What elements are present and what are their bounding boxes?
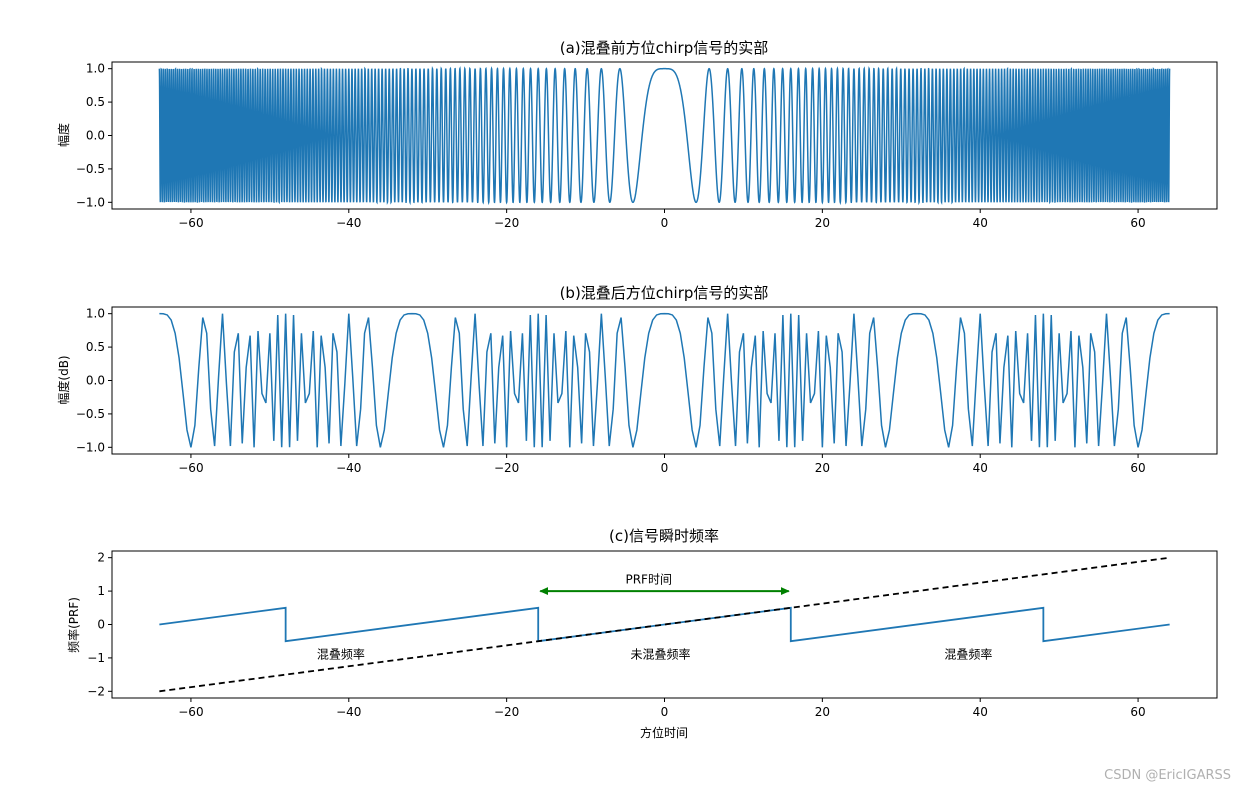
x-tick-label: 20 [815,216,830,230]
x-tick-label: 20 [815,461,830,475]
y-tick-label: −0.5 [76,407,105,421]
y-tick-label: −1 [87,651,105,665]
x-tick-label: −20 [494,705,519,719]
annotation-label: 未混叠频率 [631,647,691,662]
panel-c: (c)信号瞬时频率 频率(PRF) 方位时间 −60 −40 −20 0 20 40 60−… [66,527,1218,740]
y-tick-label: 1.0 [86,62,105,76]
x-tick-label: 0 [661,705,669,719]
panel-c-xlabel: 方位时间 [640,725,688,740]
panel-b-frame [111,306,1218,455]
y-tick-label: 0.5 [86,340,105,354]
panel-c-ylabel: 频率(PRF) [66,597,81,653]
y-tick-label: 0.5 [86,95,105,109]
y-tick-label: −2 [87,684,105,698]
annotation-label: PRF时间 [625,572,671,586]
y-tick-label: 2 [97,551,105,565]
y-tick-label: −1.0 [76,440,105,454]
panel-a-marks [158,66,1171,206]
panel-b-marks [159,312,1170,448]
series-line [158,66,1171,206]
panel-c-ticks: −60 −40 −20 0 20 40 60 −2 −1 0 1 2 [87,551,1145,719]
panel-b-ticks: −60 −40 −20 0 20 40 60 −1.0 −0.5 0.0 0.5 1.0 [76,307,1146,475]
x-tick-label: 0 [661,216,669,230]
y-tick-label: 0.0 [86,374,105,388]
x-tick-label: −60 [178,216,203,230]
panel-b: (b)混叠后方位chirp信号的实部 幅度(dB) −60 −40 −20 0 20 40… [56,284,1218,475]
x-tick-label: −40 [336,216,361,230]
panel-a-ylabel: 幅度 [56,123,71,147]
series-line [159,312,1170,448]
x-tick-label: 40 [973,705,988,719]
y-tick-label: −1.0 [76,195,105,209]
x-tick-label: 40 [973,461,988,475]
panel-a-frame [111,61,1218,210]
x-tick-label: 40 [973,216,988,230]
x-tick-label: −20 [494,216,519,230]
panel-c-marks [159,556,1170,693]
y-tick-label: 1.0 [86,307,105,321]
panel-c-title: (c)信号瞬时频率 [609,527,719,545]
annotation-label: 混叠频率 [317,647,365,662]
x-tick-label: 0 [661,461,669,475]
x-tick-label: −40 [336,461,361,475]
x-tick-label: 60 [1130,705,1145,719]
x-tick-label: −20 [494,461,519,475]
y-tick-label: 0 [97,618,105,632]
x-tick-label: 20 [815,705,830,719]
panel-b-ylabel: 幅度(dB) [56,355,71,404]
frequency-line [159,606,1170,643]
panel-a: (a)混叠前方位chirp信号的实部 幅度 −60 −40 −20 0 20 40 60 −1… [56,39,1218,230]
y-tick-label: −0.5 [76,162,105,176]
panel-c-frame [111,550,1218,699]
panel-b-title: (b)混叠后方位chirp信号的实部 [560,284,769,302]
panel-a-title: (a)混叠前方位chirp信号的实部 [560,39,769,57]
x-tick-label: −60 [178,705,203,719]
x-tick-label: −40 [336,705,361,719]
annotation-label: 混叠频率 [944,647,992,662]
x-tick-label: 60 [1130,216,1145,230]
y-tick-label: 0.0 [86,129,105,143]
watermark: CSDN @EricIGARSS [1104,768,1231,783]
x-tick-label: 60 [1130,461,1145,475]
x-tick-label: −60 [178,461,203,475]
panel-a-ticks: −60 −40 −20 0 20 40 60 −1.0 −0.5 0.0 0.5 1.0 [76,62,1146,230]
y-tick-label: 1 [97,584,105,598]
